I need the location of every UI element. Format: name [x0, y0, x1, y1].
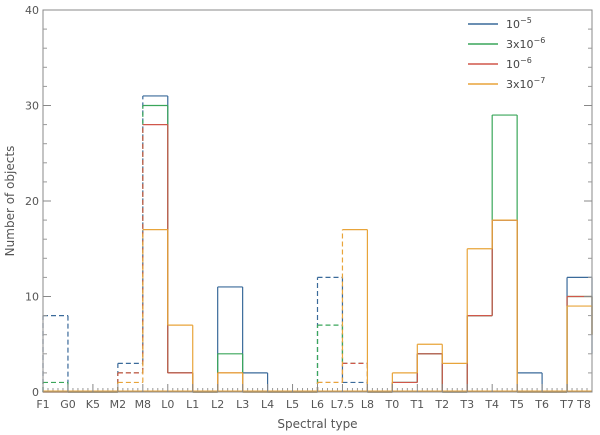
- y-tick-label: 10: [25, 291, 39, 304]
- x-tick-label: M8: [135, 398, 152, 411]
- x-tick-label: K5: [86, 398, 100, 411]
- x-tick-label: L4: [261, 398, 274, 411]
- y-tick-label: 40: [25, 4, 39, 17]
- x-tick-label: L1: [186, 398, 199, 411]
- x-tick-label: T3: [459, 398, 474, 411]
- y-tick-label: 0: [32, 386, 39, 399]
- x-tick-label: L2: [211, 398, 224, 411]
- y-axis-label: Number of objects: [3, 146, 17, 257]
- x-tick-label: T4: [484, 398, 499, 411]
- y-tick-label: 20: [25, 195, 39, 208]
- legend-entry: 3x10−7: [506, 76, 545, 91]
- x-tick-label: T6: [534, 398, 549, 411]
- x-tick-label: T5: [509, 398, 524, 411]
- x-tick-label: F1: [36, 398, 49, 411]
- x-tick-label: M2: [110, 398, 127, 411]
- legend-entry: 3x10−6: [506, 36, 545, 51]
- series-3x10^-6: [42, 104, 593, 393]
- x-tick-label: L0: [161, 398, 174, 411]
- y-axis-ticks: 0 10 20 30 40: [25, 4, 592, 399]
- histogram-series: [42, 95, 593, 393]
- x-axis-ticks: F1 G0 K5 M2 M8 L0 L1 L2 L3 L4 L5 L6 L7.5 L8 T0 T1 T2 T3 T4…: [36, 384, 593, 411]
- legend: 10−5 3x10−6 10−6 3x10−7: [468, 16, 545, 91]
- x-tick-label: L3: [236, 398, 249, 411]
- y-tick-label: 30: [25, 100, 39, 113]
- x-tick-label: T7: [559, 398, 574, 411]
- x-tick-label: T0: [385, 398, 400, 411]
- legend-entry: 10−6: [506, 56, 532, 71]
- x-tick-label: L7.5: [331, 398, 355, 411]
- legend-entry: 10−5: [506, 16, 532, 31]
- x-tick-label: T1: [409, 398, 424, 411]
- x-tick-label: G0: [60, 398, 76, 411]
- x-tick-label: L6: [311, 398, 324, 411]
- x-axis-label: Spectral type: [277, 417, 357, 431]
- x-tick-label: L5: [286, 398, 299, 411]
- x-tick-label: T8: [576, 398, 591, 411]
- x-tick-label: T2: [434, 398, 449, 411]
- x-tick-label: L8: [361, 398, 374, 411]
